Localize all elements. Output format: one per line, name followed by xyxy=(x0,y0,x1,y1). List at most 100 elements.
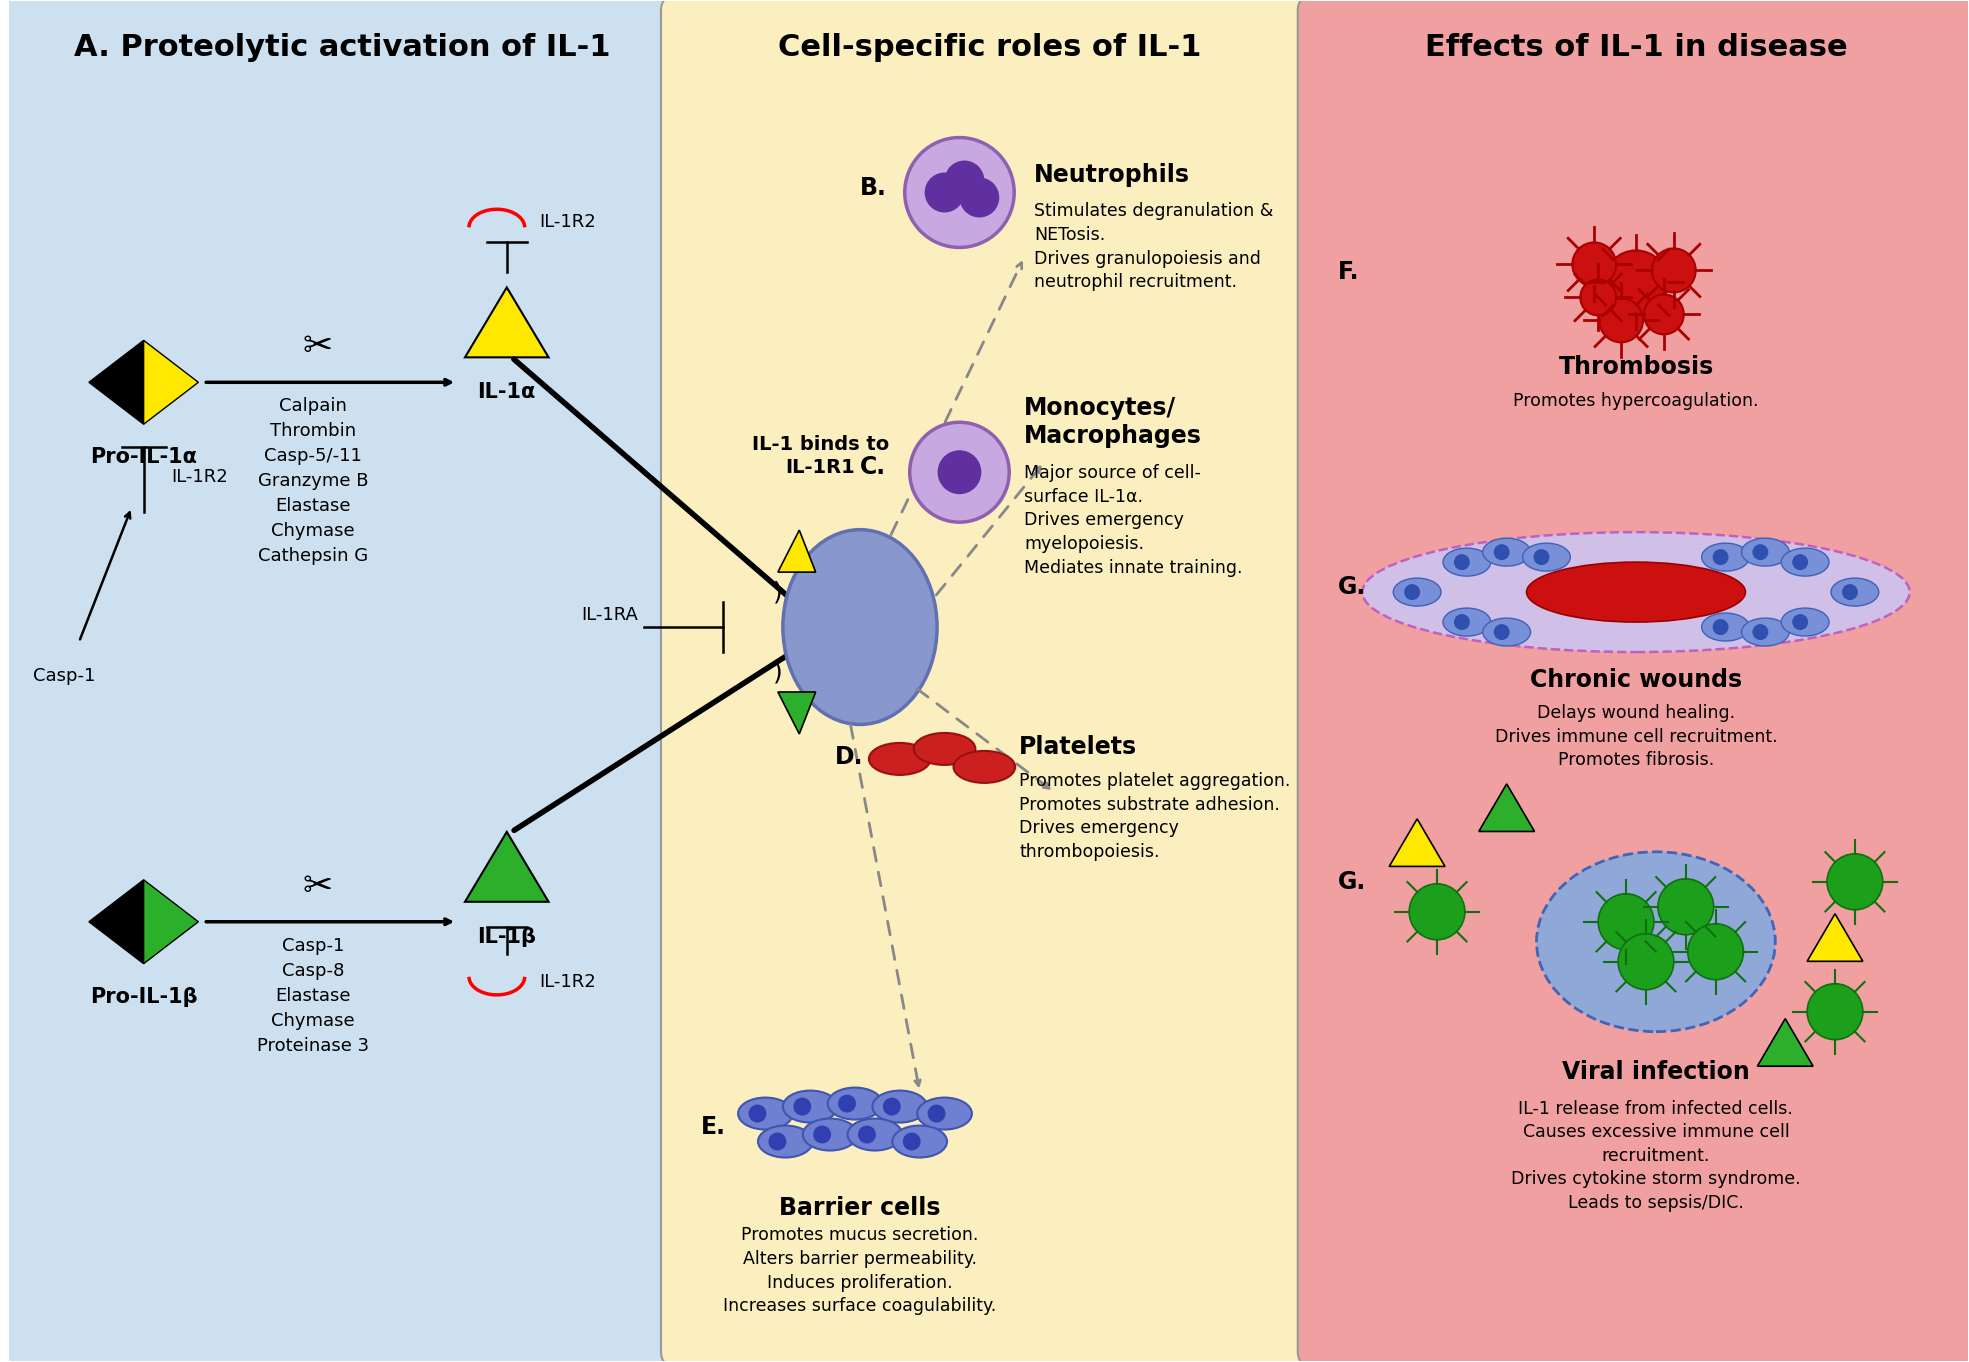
Ellipse shape xyxy=(1831,577,1878,606)
Text: G.: G. xyxy=(1337,870,1366,893)
Ellipse shape xyxy=(918,1098,973,1129)
Ellipse shape xyxy=(1443,607,1491,636)
Text: IL-1β: IL-1β xyxy=(476,926,536,947)
Ellipse shape xyxy=(1522,543,1571,571)
Circle shape xyxy=(1494,624,1510,640)
FancyBboxPatch shape xyxy=(4,0,681,1362)
Text: IL-1RA: IL-1RA xyxy=(581,606,638,624)
Text: Promotes platelet aggregation.
Promotes substrate adhesion.
Drives emergency
thr: Promotes platelet aggregation. Promotes … xyxy=(1020,772,1290,861)
Text: ): ) xyxy=(774,580,784,605)
Circle shape xyxy=(768,1133,786,1151)
Text: IL-1 release from infected cells.
Causes excessive immune cell
recruitment.
Driv: IL-1 release from infected cells. Causes… xyxy=(1510,1099,1802,1212)
Circle shape xyxy=(858,1125,876,1144)
Circle shape xyxy=(1534,549,1550,565)
Text: ): ) xyxy=(774,661,784,684)
Circle shape xyxy=(902,1133,921,1151)
Polygon shape xyxy=(465,832,549,902)
Circle shape xyxy=(937,451,981,494)
Ellipse shape xyxy=(872,1091,927,1122)
Ellipse shape xyxy=(1741,618,1790,646)
Ellipse shape xyxy=(758,1125,813,1158)
Circle shape xyxy=(1792,614,1808,631)
Circle shape xyxy=(1658,878,1713,934)
Ellipse shape xyxy=(847,1118,902,1151)
Text: IL-1 binds to
IL-1R1: IL-1 binds to IL-1R1 xyxy=(752,434,888,477)
Circle shape xyxy=(1841,584,1859,601)
Ellipse shape xyxy=(803,1118,857,1151)
Circle shape xyxy=(1808,983,1863,1039)
Circle shape xyxy=(1410,884,1465,940)
Ellipse shape xyxy=(1741,538,1790,567)
Circle shape xyxy=(1404,584,1420,601)
Text: B.: B. xyxy=(860,176,886,199)
Circle shape xyxy=(1573,242,1617,286)
Text: C.: C. xyxy=(860,455,886,479)
Polygon shape xyxy=(778,692,815,734)
Circle shape xyxy=(1453,554,1469,571)
Ellipse shape xyxy=(784,530,937,725)
Text: Pro-IL-1α: Pro-IL-1α xyxy=(91,447,197,467)
Ellipse shape xyxy=(892,1125,947,1158)
Circle shape xyxy=(794,1098,811,1115)
Polygon shape xyxy=(144,880,199,964)
Polygon shape xyxy=(89,340,144,424)
Circle shape xyxy=(927,1105,945,1122)
Text: IL-1R2: IL-1R2 xyxy=(171,469,228,486)
Text: Neutrophils: Neutrophils xyxy=(1034,162,1189,187)
Polygon shape xyxy=(89,880,144,964)
Polygon shape xyxy=(144,340,199,424)
Ellipse shape xyxy=(914,733,975,765)
Text: Cell-specific roles of IL-1: Cell-specific roles of IL-1 xyxy=(778,33,1201,63)
Text: E.: E. xyxy=(701,1114,727,1139)
Circle shape xyxy=(1713,620,1729,635)
Text: G.: G. xyxy=(1337,575,1366,599)
Text: Chronic wounds: Chronic wounds xyxy=(1530,667,1743,692)
Ellipse shape xyxy=(868,742,931,775)
Text: A. Proteolytic activation of IL-1: A. Proteolytic activation of IL-1 xyxy=(75,33,610,63)
Text: ✂: ✂ xyxy=(303,331,333,365)
Ellipse shape xyxy=(1782,548,1829,576)
Polygon shape xyxy=(1808,914,1863,962)
FancyBboxPatch shape xyxy=(1298,0,1969,1362)
Ellipse shape xyxy=(1782,607,1829,636)
Circle shape xyxy=(945,161,984,200)
Circle shape xyxy=(1599,893,1654,949)
Ellipse shape xyxy=(1363,533,1910,652)
Circle shape xyxy=(1619,934,1674,990)
Ellipse shape xyxy=(738,1098,794,1129)
Circle shape xyxy=(748,1105,766,1122)
Polygon shape xyxy=(1479,785,1534,831)
Text: Effects of IL-1 in disease: Effects of IL-1 in disease xyxy=(1426,33,1847,63)
Circle shape xyxy=(1792,554,1808,571)
Text: Promotes mucus secretion.
Alters barrier permeability.
Induces proliferation.
In: Promotes mucus secretion. Alters barrier… xyxy=(723,1226,996,1316)
Circle shape xyxy=(839,1095,857,1113)
Text: Barrier cells: Barrier cells xyxy=(780,1196,941,1220)
Circle shape xyxy=(925,173,965,212)
Text: Promotes hypercoagulation.: Promotes hypercoagulation. xyxy=(1514,392,1758,410)
Ellipse shape xyxy=(1526,563,1745,622)
Circle shape xyxy=(910,422,1010,522)
Text: Monocytes/
Macrophages: Monocytes/ Macrophages xyxy=(1024,396,1201,448)
Ellipse shape xyxy=(784,1091,837,1122)
Ellipse shape xyxy=(1701,543,1748,571)
Text: Pro-IL-1β: Pro-IL-1β xyxy=(91,986,197,1007)
Text: Platelets: Platelets xyxy=(1020,735,1138,759)
Ellipse shape xyxy=(1701,613,1748,642)
Ellipse shape xyxy=(953,750,1016,783)
Circle shape xyxy=(813,1125,831,1144)
Circle shape xyxy=(959,177,998,218)
Polygon shape xyxy=(1758,1019,1813,1066)
FancyBboxPatch shape xyxy=(662,0,1317,1362)
Circle shape xyxy=(1713,549,1729,565)
Ellipse shape xyxy=(1394,577,1441,606)
Circle shape xyxy=(882,1098,900,1115)
Circle shape xyxy=(1581,279,1617,316)
Text: Casp-1
Casp-8
Elastase
Chymase
Proteinase 3: Casp-1 Casp-8 Elastase Chymase Proteinas… xyxy=(256,937,368,1054)
Circle shape xyxy=(1752,545,1768,560)
Text: IL-1R2: IL-1R2 xyxy=(540,214,597,232)
Circle shape xyxy=(1652,248,1695,293)
Text: IL-1R2: IL-1R2 xyxy=(540,972,597,990)
Ellipse shape xyxy=(1483,538,1530,567)
Circle shape xyxy=(904,138,1014,248)
Ellipse shape xyxy=(827,1088,882,1120)
